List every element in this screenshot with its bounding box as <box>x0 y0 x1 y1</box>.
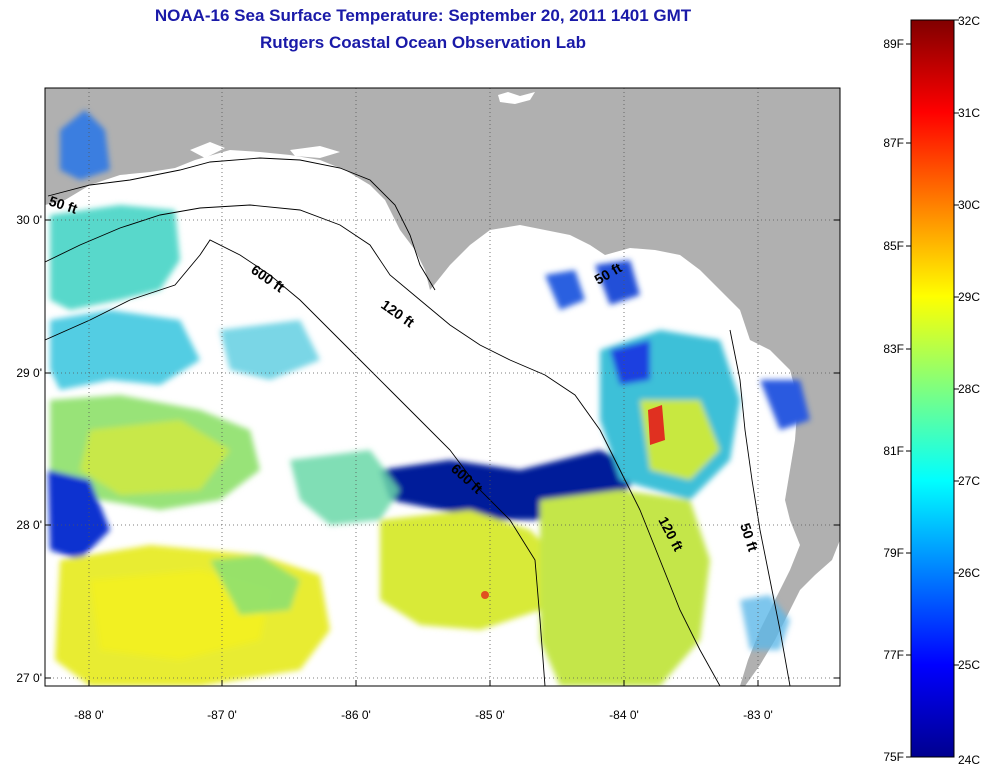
lat-tick-label: 30 0' <box>16 213 42 227</box>
lon-tick-label: -83 0' <box>743 708 773 722</box>
colorbar-ticks <box>906 19 959 758</box>
lon-tick-label: -88 0' <box>74 708 104 722</box>
lon-tick-label: -85 0' <box>475 708 505 722</box>
celsius-label: 32C <box>958 14 980 28</box>
fahrenheit-label: 85F <box>883 239 904 253</box>
map-subtitle: Rutgers Coastal Ocean Observation Lab <box>260 33 586 52</box>
fahrenheit-label: 89F <box>883 37 904 51</box>
celsius-label: 24C <box>958 753 980 767</box>
lat-tick-label: 27 0' <box>16 671 42 685</box>
map-title: NOAA-16 Sea Surface Temperature: Septemb… <box>154 6 692 25</box>
map-frame <box>44 87 841 687</box>
fahrenheit-label: 83F <box>883 342 904 356</box>
fahrenheit-label: 87F <box>883 136 904 150</box>
lat-tick-label: 28 0' <box>16 518 42 532</box>
fahrenheit-label: 79F <box>883 546 904 560</box>
land-mass <box>45 88 840 686</box>
colorbar-fahrenheit-labels: 89F 87F 85F 83F 81F 79F 77F 75F <box>883 37 904 764</box>
lon-tick-label: -84 0' <box>609 708 639 722</box>
lon-tick-label: -86 0' <box>341 708 371 722</box>
celsius-label: 25C <box>958 658 980 672</box>
colorbar-celsius-labels: 32C 31C 30C 29C 28C 27C 26C 25C 24C <box>958 14 980 767</box>
lat-tick-label: 29 0' <box>16 366 42 380</box>
celsius-label: 27C <box>958 474 980 488</box>
celsius-label: 30C <box>958 198 980 212</box>
lon-tick-label: -87 0' <box>207 708 237 722</box>
celsius-label: 29C <box>958 290 980 304</box>
fahrenheit-label: 81F <box>883 444 904 458</box>
celsius-label: 31C <box>958 106 980 120</box>
colorbar <box>910 19 955 758</box>
map-area: 50 ft 600 ft 120 ft 50 ft 600 ft 120 ft … <box>45 88 840 686</box>
celsius-label: 26C <box>958 566 980 580</box>
fahrenheit-label: 77F <box>883 648 904 662</box>
fahrenheit-label: 75F <box>883 750 904 764</box>
axis-ticks <box>45 219 840 686</box>
latitude-labels: 30 0' 29 0' 28 0' 27 0' <box>16 213 42 685</box>
celsius-label: 28C <box>958 382 980 396</box>
longitude-labels: -88 0' -87 0' -86 0' -85 0' -84 0' -83 0… <box>74 708 773 722</box>
graticule <box>45 88 840 686</box>
